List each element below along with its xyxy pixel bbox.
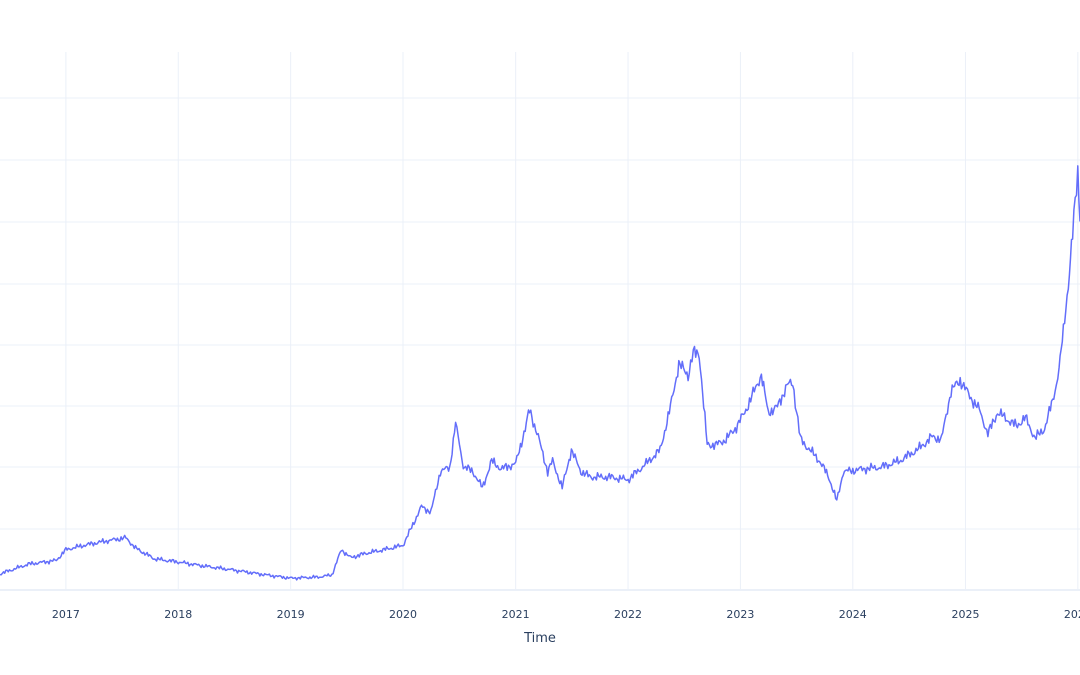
x-tick-label: 2025	[951, 608, 979, 621]
x-tick-label: 2022	[614, 608, 642, 621]
series-line	[0, 165, 1080, 581]
x-axis-title: Time	[523, 631, 556, 646]
grid	[0, 52, 1080, 591]
plot-area	[0, 165, 1080, 581]
x-tick-label: 2023	[726, 608, 754, 621]
x-tick-label: 2021	[502, 608, 530, 621]
x-tick-label: 2024	[839, 608, 867, 621]
x-tick-label: 2026	[1064, 608, 1080, 621]
x-tick-label: 2018	[164, 608, 192, 621]
x-axis-ticks: 2017 2018 2019 2020 2021 2022 2023 2024 2025 2026	[52, 608, 1080, 621]
x-tick-label: 2019	[277, 608, 305, 621]
x-tick-label: 2017	[52, 608, 80, 621]
x-tick-label: 2020	[389, 608, 417, 621]
